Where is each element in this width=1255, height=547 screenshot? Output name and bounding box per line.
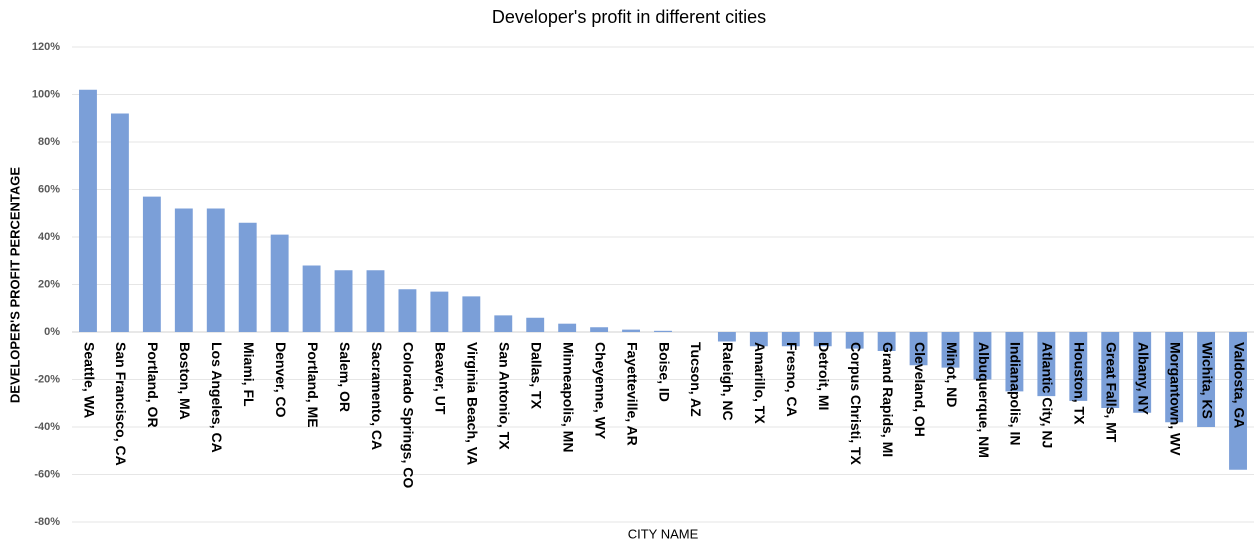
x-tick-label: Amarillo, TX — [752, 342, 768, 424]
y-tick-label: -60% — [34, 468, 60, 480]
x-tick-label: Minneapolis, MN — [560, 342, 576, 452]
bar — [270, 234, 289, 332]
x-tick-label: Albuquerque, NM — [976, 342, 992, 458]
bar — [494, 315, 513, 332]
bar — [813, 332, 832, 347]
bar — [1133, 332, 1152, 413]
y-tick-label: 20% — [38, 278, 60, 290]
bar — [366, 270, 385, 332]
y-tick-label: 40% — [38, 231, 60, 243]
x-tick-label: Boise, ID — [656, 342, 672, 402]
x-tick-label: Boston, MA — [177, 342, 193, 420]
bar — [142, 196, 161, 332]
x-tick-label: Detroit, MI — [816, 342, 832, 410]
x-tick-label: Indianapolis, IN — [1008, 342, 1024, 445]
y-tick-label: 0% — [44, 326, 60, 338]
x-tick-label: Portland, OR — [145, 342, 161, 428]
bar — [717, 332, 736, 342]
bar — [238, 222, 257, 332]
x-tick-label: Morgantown, WV — [1167, 342, 1183, 456]
x-tick-label: Grand Rapids, MI — [880, 342, 896, 457]
bar — [1101, 332, 1120, 408]
bar — [1165, 332, 1184, 423]
bar — [1005, 332, 1024, 392]
x-tick-label: San Francisco, CA — [113, 342, 129, 466]
x-tick-label: Salem, OR — [337, 342, 353, 412]
x-tick-label: Sacramento, CA — [369, 342, 385, 450]
y-tick-label: -40% — [34, 421, 60, 433]
x-tick-label: Los Angeles, CA — [209, 342, 225, 453]
x-tick-label: Atlantic City, NJ — [1040, 342, 1056, 448]
x-tick-label: Miami, FL — [241, 342, 257, 407]
y-tick-label: -80% — [34, 516, 60, 528]
bar — [430, 291, 449, 332]
x-tick-label: Cheyenne, WY — [592, 342, 608, 440]
x-tick-label: Denver, CO — [273, 342, 289, 418]
x-tick-label: Fayetteville, AR — [624, 342, 640, 446]
x-tick-label: Dallas, TX — [529, 342, 545, 410]
x-tick-label: Colorado Springs, CO — [401, 342, 417, 488]
x-tick-label: Seattle, WA — [81, 342, 97, 418]
chart-title: Developer's profit in different cities — [492, 7, 766, 27]
y-tick-label: 100% — [32, 88, 60, 100]
bar — [526, 317, 545, 332]
bar — [110, 113, 129, 332]
x-tick-label: Wichita, KS — [1199, 342, 1215, 419]
y-tick-label: 120% — [32, 41, 60, 53]
y-axis-title: DEVELOPER'S PROFIT PERCENTAGE — [7, 167, 22, 403]
bar — [590, 327, 609, 332]
bar — [973, 332, 992, 380]
bar — [1229, 332, 1247, 470]
x-tick-label: Beaver, UT — [433, 342, 449, 415]
y-tick-label: -20% — [34, 373, 60, 385]
bar — [654, 330, 672, 332]
x-tick-label: Houston, TX — [1072, 342, 1088, 425]
bar — [174, 208, 193, 332]
x-tick-label: Albany, NY — [1135, 342, 1151, 416]
x-tick-label: Valdosta, GA — [1231, 342, 1247, 428]
bar — [334, 270, 353, 332]
x-tick-label: Raleigh, NC — [720, 342, 736, 421]
bar — [462, 296, 481, 332]
x-tick-label: Corpus Christi, TX — [848, 342, 864, 466]
x-tick-label: Great Falls, MT — [1104, 342, 1120, 443]
y-tick-label: 80% — [38, 136, 60, 148]
bar — [1197, 332, 1216, 427]
x-axis-title: CITY NAME — [628, 526, 699, 541]
x-tick-label: Fresno, CA — [784, 342, 800, 417]
x-tick-label: Tucson, AZ — [688, 342, 704, 417]
bar — [749, 332, 768, 347]
x-tick-label: Virginia Beach, VA — [465, 342, 481, 465]
x-tick-label: San Antonio, TX — [497, 342, 513, 450]
y-tick-label: 60% — [38, 183, 60, 195]
x-tick-label: Cleveland, OH — [912, 342, 928, 437]
bar — [877, 332, 896, 351]
bar — [622, 329, 640, 332]
bar — [398, 289, 417, 332]
bar — [941, 332, 960, 368]
bar — [909, 332, 928, 366]
bar — [1037, 332, 1056, 397]
bar — [79, 89, 97, 332]
bar — [1069, 332, 1088, 401]
bar — [302, 265, 321, 332]
bar — [206, 208, 225, 332]
x-tick-label: Portland, ME — [305, 342, 321, 428]
bar — [558, 323, 577, 332]
x-tick-label: Minot, ND — [944, 342, 960, 407]
bar — [781, 332, 800, 347]
bar — [845, 332, 864, 349]
